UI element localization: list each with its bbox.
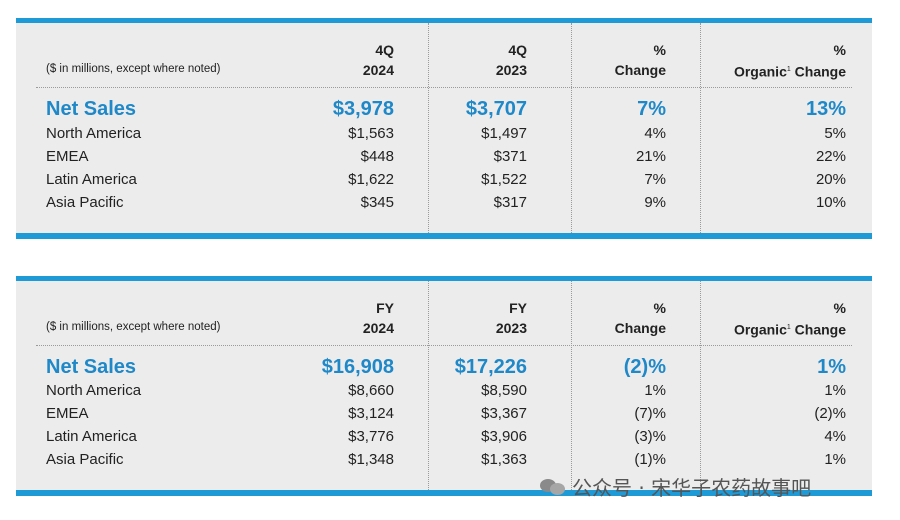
column-divider [428, 23, 429, 233]
header-col-4: % Organic1 Change [733, 42, 846, 80]
table-row: EMEA $448 $371 21% 22% [46, 148, 846, 165]
header-col-3: % Change [614, 42, 666, 78]
watermark-text: 公众号 · 宋华子农药故事吧 [572, 476, 812, 500]
table-row: Latin America $3,776 $3,906 (3)% 4% [46, 428, 846, 445]
header-col-3: % Change [614, 300, 666, 336]
table-row: North America $1,563 $1,497 4% 5% [46, 125, 846, 142]
column-divider [700, 281, 701, 490]
header-col-1: FY 2024 [362, 300, 394, 336]
wechat-icon [540, 477, 566, 497]
table-row: Asia Pacific $1,348 $1,363 (1)% 1% [46, 451, 846, 468]
column-divider [700, 23, 701, 233]
table-row-total: Net Sales $16,908 $17,226 (2)% 1% [46, 356, 846, 378]
header-col-4: % Organic1 Change [733, 300, 846, 338]
units-note: ($ in millions, except where noted) [46, 63, 221, 75]
table-row: Asia Pacific $345 $317 9% 10% [46, 194, 846, 211]
table-row: Latin America $1,622 $1,522 7% 20% [46, 171, 846, 188]
table-row-total: Net Sales $3,978 $3,707 7% 13% [46, 98, 846, 120]
quarterly-net-sales-table: ($ in millions, except where noted) 4Q 2… [16, 18, 872, 239]
table-row: EMEA $3,124 $3,367 (7)% (2)% [46, 405, 846, 422]
header-col-1: 4Q 2024 [362, 42, 394, 78]
watermark: 公众号 · 宋华子农药故事吧 [540, 472, 811, 501]
column-divider [428, 281, 429, 490]
units-note: ($ in millions, except where noted) [46, 321, 221, 333]
top-accent-bar [16, 18, 872, 23]
full-year-net-sales-table: ($ in millions, except where noted) FY 2… [16, 276, 872, 496]
column-divider [571, 281, 572, 490]
header-col-2: 4Q 2023 [495, 42, 527, 78]
column-divider [571, 23, 572, 233]
top-accent-bar [16, 276, 872, 281]
table-row: North America $8,660 $8,590 1% 1% [46, 382, 846, 399]
header-col-2: FY 2023 [495, 300, 527, 336]
header-divider [36, 87, 852, 88]
header-divider [36, 345, 852, 346]
